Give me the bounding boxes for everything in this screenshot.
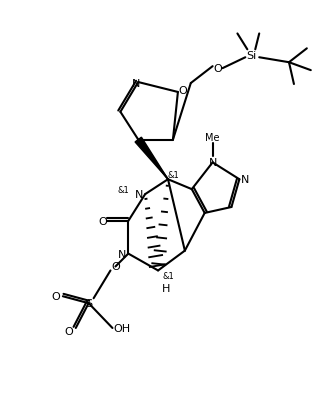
Text: H: H	[162, 284, 170, 294]
Text: O: O	[51, 292, 60, 301]
Text: N: N	[208, 158, 217, 168]
Text: O: O	[98, 216, 107, 226]
Text: &1: &1	[162, 271, 174, 280]
Text: O: O	[64, 326, 73, 336]
Polygon shape	[135, 138, 168, 180]
Text: N: N	[132, 79, 140, 89]
Text: O: O	[213, 64, 222, 74]
Text: N: N	[241, 175, 249, 185]
Text: N: N	[135, 190, 143, 199]
Text: &1: &1	[118, 185, 129, 194]
Text: O: O	[111, 262, 120, 272]
Text: S: S	[85, 299, 92, 309]
Text: Si: Si	[246, 51, 257, 61]
Text: O: O	[178, 86, 187, 96]
Text: OH: OH	[114, 323, 131, 333]
Text: &1: &1	[167, 170, 179, 179]
Text: Me: Me	[205, 132, 220, 142]
Text: N: N	[118, 249, 127, 259]
